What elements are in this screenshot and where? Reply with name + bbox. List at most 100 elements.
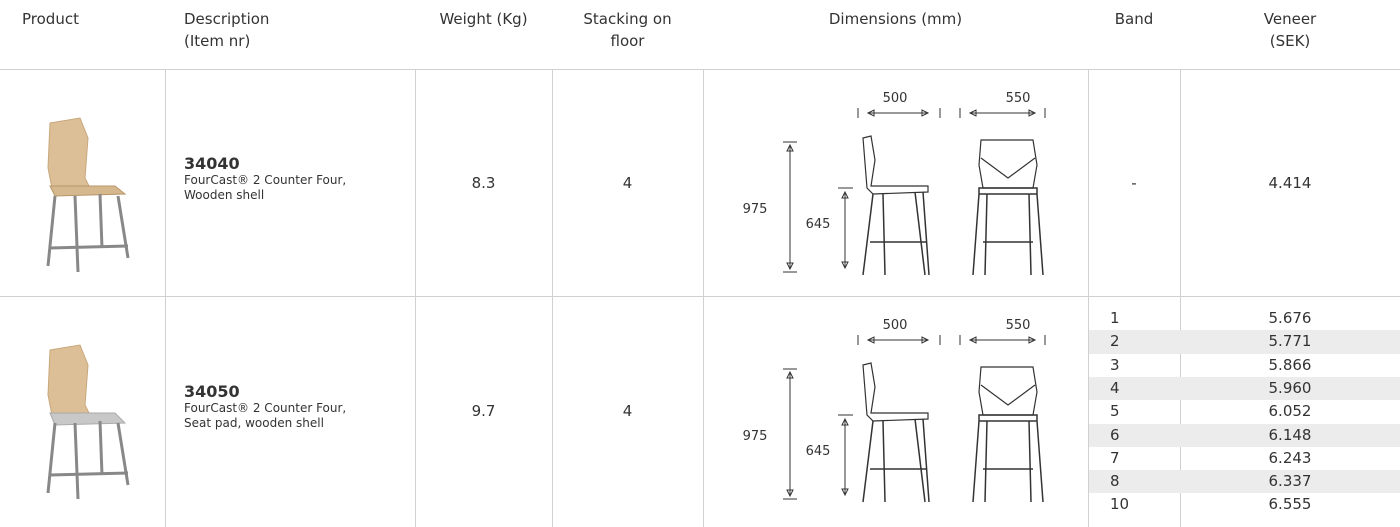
band: 4 (1110, 378, 1120, 397)
column-divider (1180, 70, 1181, 297)
dim-seat-height: 645 (806, 444, 831, 459)
dimension-drawing: 500 550 975 645 (743, 91, 1046, 276)
description-line: FourCast® 2 Counter Four, (184, 401, 347, 415)
band: 5 (1110, 402, 1120, 421)
header-line: Stacking on (583, 10, 672, 28)
veneer-price: 6.052 (1268, 402, 1312, 421)
stacking: 4 (622, 173, 633, 192)
drawing-line (968, 336, 1037, 344)
drawing-line (862, 135, 929, 195)
header-product: Product (22, 10, 79, 28)
drawing-line (968, 109, 1037, 117)
column-divider (703, 70, 704, 297)
dim-depth: 550 (1006, 91, 1031, 106)
drawing-line (972, 187, 1044, 276)
leg (73, 195, 80, 273)
column-divider (1088, 70, 1089, 297)
drawing-line (838, 187, 853, 270)
chair-photo (46, 117, 130, 273)
drawing-line (783, 368, 797, 500)
band-row-shade (1089, 423, 1400, 447)
dimension-drawing: 500 550 975 645 (743, 318, 1046, 503)
drawing-line (978, 139, 1038, 189)
header-dimensions: Dimensions (mm) (828, 10, 963, 28)
band: 2 (1110, 332, 1120, 351)
veneer-price: 5.771 (1268, 332, 1312, 351)
header-weight: Weight (Kg) (439, 10, 528, 28)
row-divider (0, 296, 1400, 297)
leg (116, 195, 130, 259)
drawing-line (838, 414, 853, 497)
band: - (1131, 173, 1137, 192)
dim-width: 500 (883, 318, 908, 333)
leg (49, 244, 129, 250)
veneer-price: 5.676 (1268, 309, 1312, 327)
column-divider (552, 297, 553, 527)
weight: 8.3 (471, 173, 496, 192)
dim-width: 500 (883, 91, 908, 106)
dim-height: 975 (743, 429, 768, 444)
description: 34040 FourCast® 2 Counter Four, Wooden she… (184, 154, 346, 203)
header-stacking: Stacking on floor (552, 8, 703, 52)
dim-height: 975 (743, 202, 768, 217)
leg (46, 422, 57, 494)
header-line: (SEK) (1269, 32, 1311, 50)
description: 34050 FourCast® 2 Counter Four, Seat pad, … (184, 382, 346, 431)
header-line: floor (610, 32, 645, 50)
drawing-line (857, 108, 1046, 118)
drawing-line (862, 362, 929, 422)
column-divider (1088, 297, 1089, 527)
band: 6 (1110, 425, 1120, 444)
row-divider (0, 69, 1400, 70)
column-divider (165, 297, 166, 527)
column-divider (415, 297, 416, 527)
band: 7 (1110, 448, 1120, 467)
header-line: Veneer (1263, 10, 1317, 28)
band-row-shade (1089, 330, 1400, 354)
description-line: Seat pad, wooden shell (184, 416, 324, 430)
column-divider (165, 70, 166, 297)
description-line: Wooden shell (184, 187, 265, 202)
stacking: 4 (622, 402, 633, 420)
band-row-shade (1089, 470, 1400, 494)
veneer-price: 6.337 (1268, 472, 1312, 491)
drawing-line (857, 335, 1046, 345)
seat (49, 185, 127, 197)
veneer-price: 5.866 (1268, 355, 1312, 374)
header-description: Description (Item nr) (184, 8, 269, 52)
column-divider (1180, 297, 1181, 527)
veneer-price: 5.960 (1268, 378, 1312, 397)
drawing-line (866, 336, 930, 344)
shell (47, 344, 91, 416)
drawing-line (862, 418, 930, 503)
column-divider (552, 70, 553, 297)
item-number: 34040 (184, 153, 240, 173)
column-divider (415, 70, 416, 297)
drawing-line (783, 141, 797, 273)
band: 3 (1110, 355, 1120, 374)
leg (73, 422, 80, 500)
leg (46, 195, 57, 267)
drawing-line (978, 366, 1038, 416)
item-number: 34050 (184, 382, 240, 401)
drawing-line (972, 414, 1044, 503)
leg (116, 422, 130, 486)
drawing-line (866, 109, 930, 117)
header-veneer: Veneer (SEK) (1180, 8, 1400, 52)
dim-depth: 550 (1006, 318, 1031, 333)
veneer-price: 6.243 (1268, 448, 1312, 467)
description-line: FourCast® 2 Counter Four, (184, 172, 347, 187)
band: 1 (1110, 309, 1120, 327)
veneer-price: 6.555 (1268, 495, 1312, 514)
chair-photo (46, 344, 130, 500)
band: 8 (1110, 472, 1120, 491)
veneer-price: 4.414 (1268, 173, 1312, 192)
header-line: Description (184, 10, 270, 28)
column-divider (703, 297, 704, 527)
header-line: (Item nr) (184, 32, 251, 50)
dim-seat-height: 645 (806, 217, 831, 232)
leg (98, 420, 104, 476)
weight: 9.7 (471, 402, 496, 420)
veneer-price: 6.148 (1268, 425, 1312, 444)
